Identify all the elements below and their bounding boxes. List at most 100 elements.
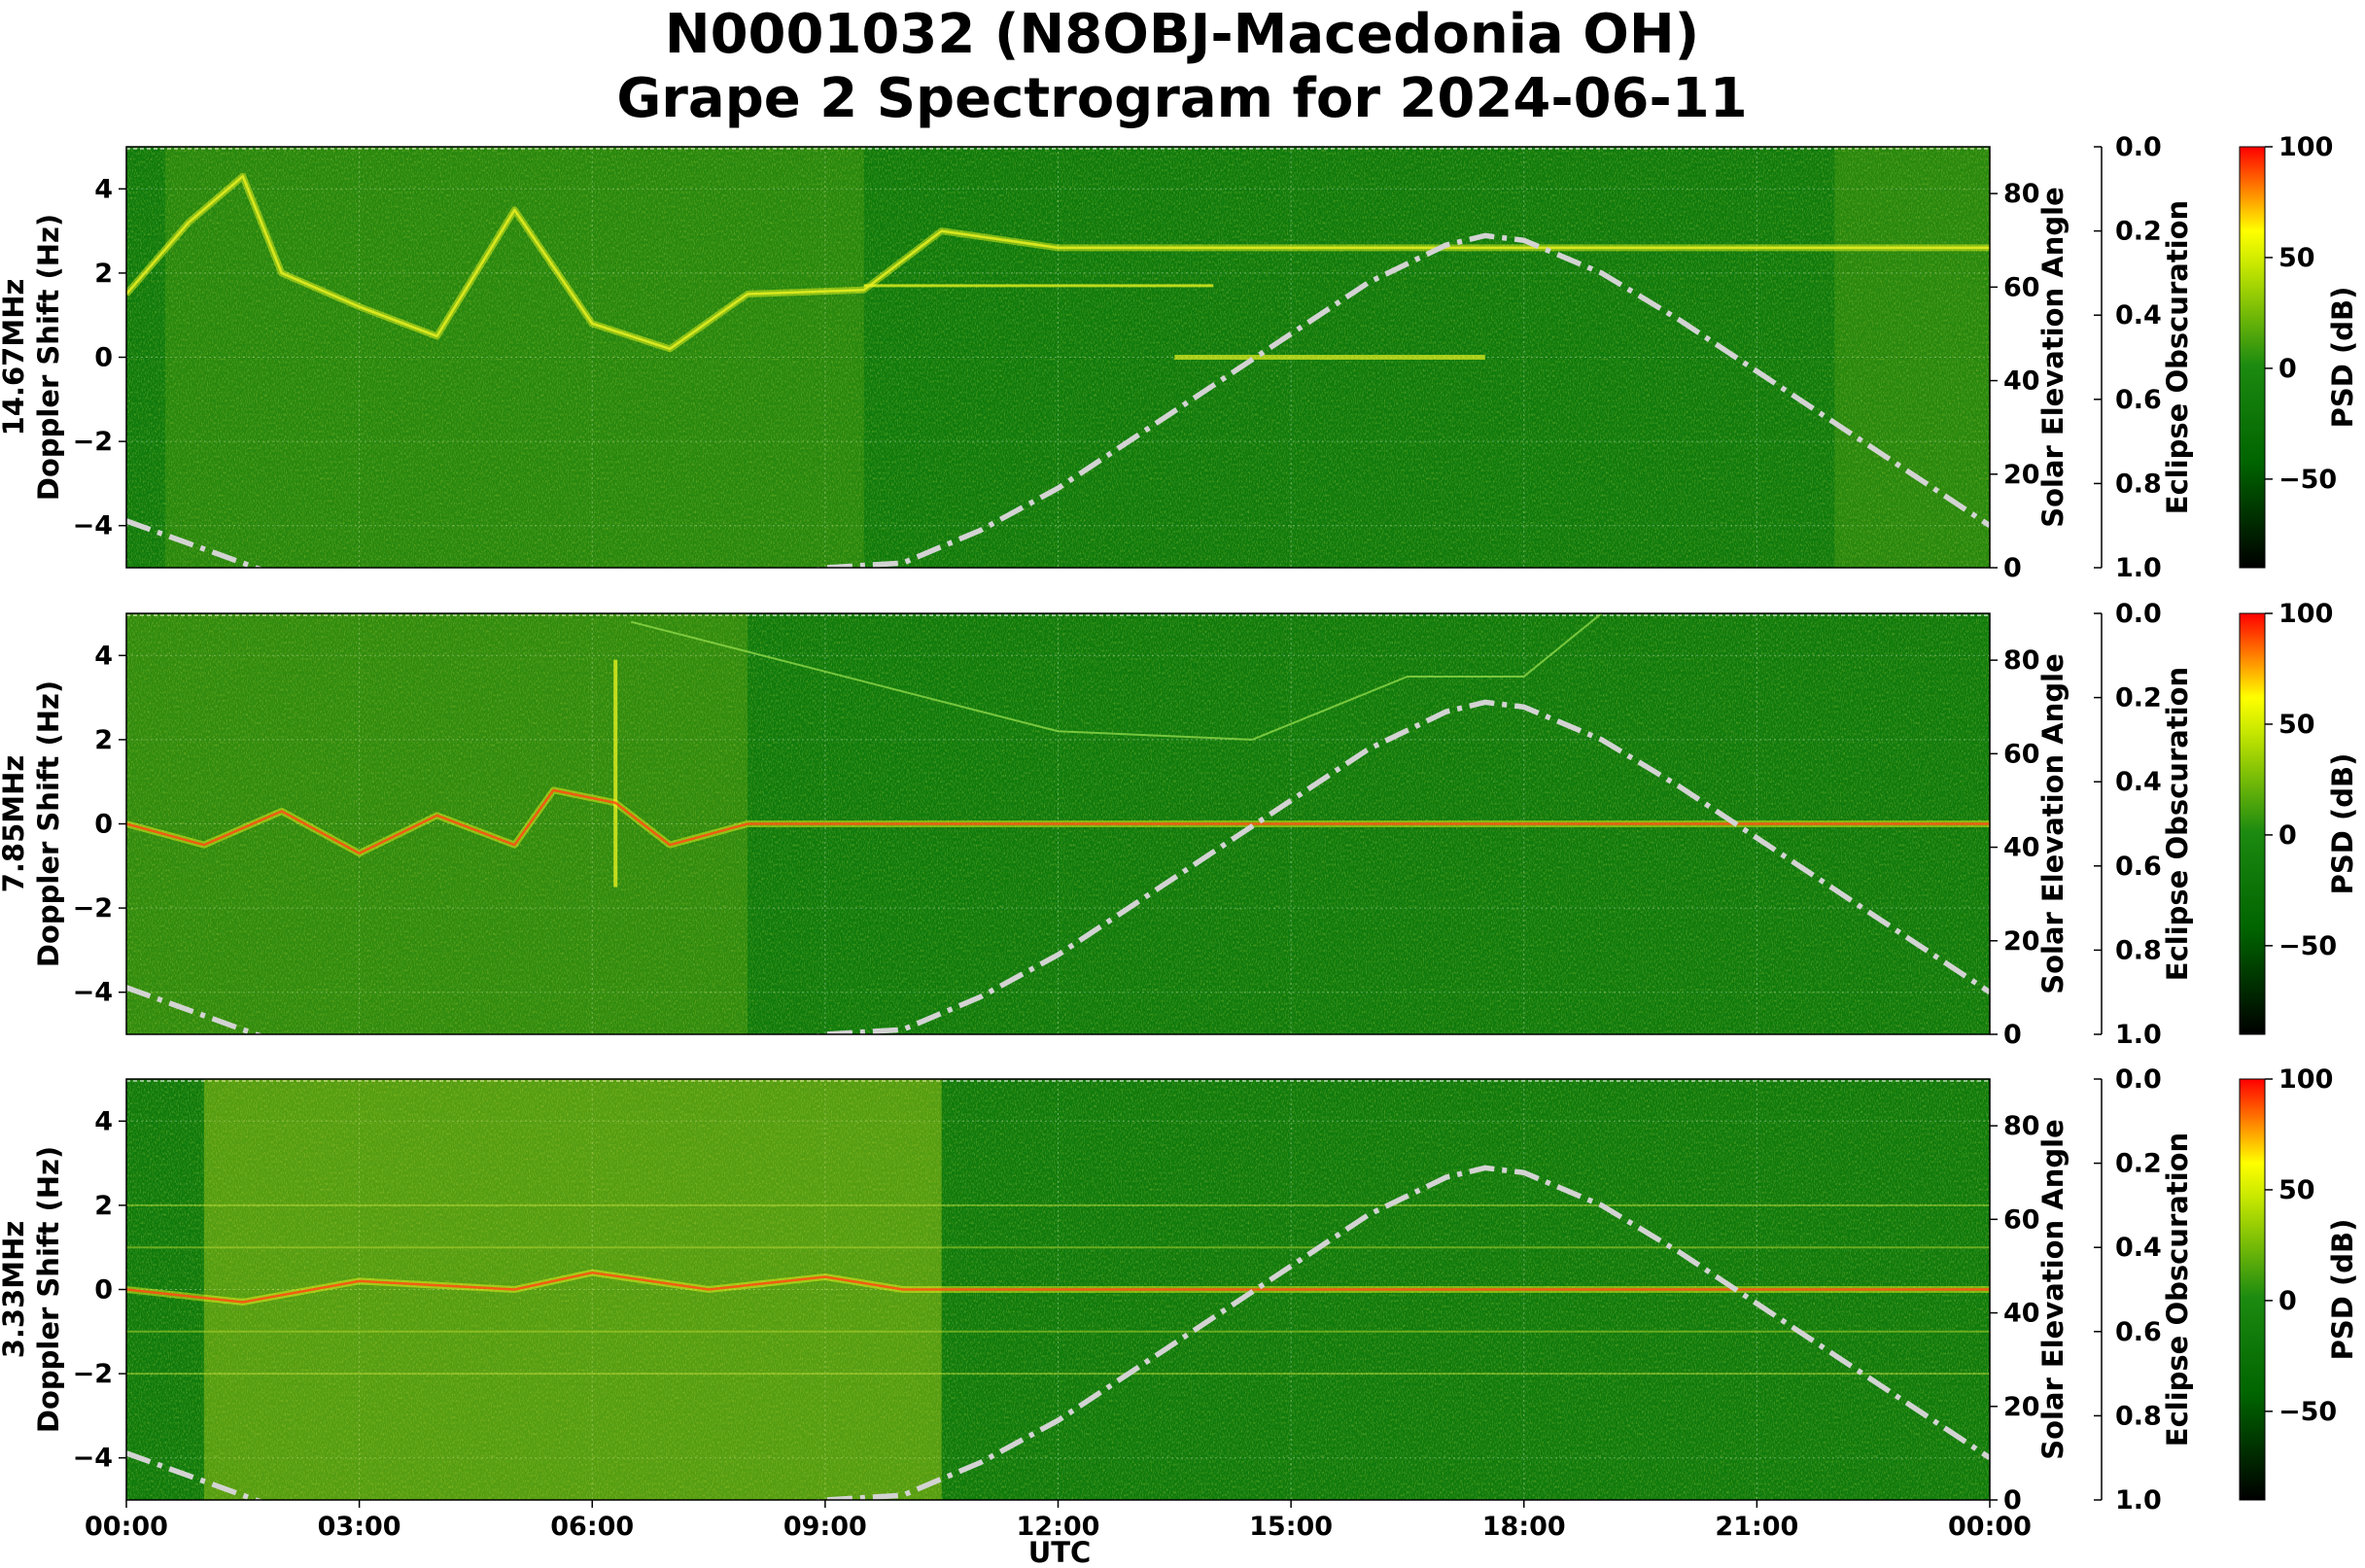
eclipse-tick-label: 0.4 — [2115, 300, 2162, 331]
eclipse-tick-label: 0.8 — [2115, 935, 2162, 965]
psd-tick-label: −50 — [2278, 465, 2337, 495]
panels: 420−2−414.67MHz Doppler Shift (Hz)8060402… — [0, 132, 2359, 1542]
x-tick-label: 09:00 — [783, 1512, 867, 1542]
psd-tick-label: 0 — [2278, 1286, 2297, 1316]
eclipse-tick-label: 0.0 — [2115, 599, 2162, 629]
carrier-trace — [126, 788, 1990, 855]
y-tick-label: 0 — [94, 343, 113, 373]
psd-tick-label: 100 — [2278, 599, 2333, 629]
psd-tick-label: 100 — [2278, 1064, 2333, 1095]
x-tick-label: 00:00 — [85, 1512, 168, 1542]
elevation-tick-label: 60 — [2003, 272, 2040, 302]
y-tick-label: 2 — [94, 259, 113, 289]
psd-tick-label: 50 — [2278, 710, 2315, 740]
eclipse-tick-label: 0.0 — [2115, 1064, 2162, 1095]
psd-axis-label: PSD (dB) — [2326, 1219, 2359, 1361]
y-tick-label: −2 — [73, 427, 113, 457]
elevation-tick-label: 20 — [2003, 460, 2040, 490]
y-tick-label: 0 — [94, 1275, 113, 1306]
y-tick-label: −4 — [73, 1444, 113, 1474]
x-tick-label: 00:00 — [1948, 1512, 2032, 1542]
elevation-tick-label: 80 — [2003, 179, 2040, 209]
eclipse-tick-label: 0.6 — [2115, 852, 2162, 882]
eclipse-tick-label: 0.8 — [2115, 469, 2162, 499]
y-tick-label: −2 — [73, 1359, 113, 1389]
elevation-tick-label: 40 — [2003, 833, 2040, 863]
y-tick-label: −4 — [73, 511, 113, 541]
y-tick-label: 2 — [94, 1191, 113, 1221]
elevation-tick-label: 60 — [2003, 1204, 2040, 1235]
spread-region — [203, 1079, 942, 1500]
x-tick-label: 21:00 — [1715, 1512, 1798, 1542]
y-tick-label: 4 — [94, 174, 113, 204]
y-axis-label: Doppler Shift (Hz) — [32, 680, 65, 967]
spread-region — [126, 613, 748, 1034]
x-tick-label: 15:00 — [1249, 1512, 1333, 1542]
eclipse-axis-label: Eclipse Obscuration — [2161, 200, 2194, 514]
carrier-trace — [126, 175, 1990, 351]
elevation-axis-label: Solar Elevation Angle — [2036, 1119, 2069, 1460]
elevation-tick-label: 0 — [2003, 1020, 2022, 1050]
eclipse-tick-label: 1.0 — [2115, 1020, 2162, 1050]
y-tick-label: −4 — [73, 978, 113, 1008]
elevation-tick-label: 80 — [2003, 645, 2040, 676]
x-axis-label: UTC — [1028, 1536, 1092, 1568]
eclipse-tick-label: 0.8 — [2115, 1401, 2162, 1431]
psd-tick-label: 50 — [2278, 243, 2315, 273]
spectrogram-plot-area — [126, 147, 1990, 568]
psd-colorbar — [2239, 146, 2266, 569]
psd-colorbar — [2239, 1078, 2266, 1501]
spectrogram-plot-area — [126, 613, 1990, 1034]
eclipse-tick-label: 0.0 — [2115, 132, 2162, 162]
x-tick-label: 03:00 — [318, 1512, 401, 1542]
panel-3.33MHz: 420−2−43.33MHz Doppler Shift (Hz)80604020… — [0, 1064, 2359, 1542]
eclipse-tick-label: 1.0 — [2115, 553, 2162, 583]
y-tick-label: 4 — [94, 1106, 113, 1136]
elevation-tick-label: 20 — [2003, 926, 2040, 957]
psd-tick-label: 100 — [2278, 132, 2333, 162]
psd-tick-label: −50 — [2278, 931, 2337, 961]
solar-elevation-curve — [126, 232, 1990, 568]
eclipse-tick-label: 0.6 — [2115, 385, 2162, 415]
spectrogram-noise — [126, 147, 1990, 568]
eclipse-axis-label: Eclipse Obscuration — [2161, 667, 2194, 981]
band-label: 14.67MHz — [0, 279, 30, 436]
elevation-axis-label: Solar Elevation Angle — [2036, 187, 2069, 528]
y-tick-label: −2 — [73, 893, 113, 923]
spread-region — [164, 147, 864, 568]
carrier-trace — [126, 1271, 1990, 1304]
panel-14.67MHz: 420−2−414.67MHz Doppler Shift (Hz)8060402… — [0, 132, 2359, 583]
y-axis-label: Doppler Shift (Hz) — [32, 1146, 65, 1433]
panel-7.85MHz: 420−2−47.85MHz Doppler Shift (Hz)80604020… — [0, 599, 2359, 1050]
elevation-tick-label: 80 — [2003, 1111, 2040, 1141]
psd-colorbar — [2239, 612, 2266, 1035]
eclipse-axis-label: Eclipse Obscuration — [2161, 1132, 2194, 1446]
solar-elevation-curve — [126, 1165, 1990, 1500]
eclipse-tick-label: 1.0 — [2115, 1485, 2162, 1516]
band-label: 7.85MHz — [0, 755, 30, 893]
elevation-tick-label: 0 — [2003, 553, 2022, 583]
eclipse-tick-label: 0.6 — [2115, 1317, 2162, 1347]
elevation-tick-label: 40 — [2003, 366, 2040, 397]
figure-title: N0001032 (N8OBJ-Macedonia OH) — [665, 3, 1700, 66]
elevation-tick-label: 20 — [2003, 1392, 2040, 1422]
eclipse-tick-label: 0.4 — [2115, 1233, 2162, 1263]
elevation-tick-label: 60 — [2003, 739, 2040, 769]
psd-tick-label: 50 — [2278, 1175, 2315, 1205]
elevation-tick-label: 0 — [2003, 1485, 2022, 1516]
elevation-tick-label: 40 — [2003, 1299, 2040, 1329]
eclipse-tick-label: 0.2 — [2115, 217, 2162, 247]
x-tick-label: 06:00 — [550, 1512, 634, 1542]
x-tick-label: 12:00 — [1017, 1512, 1100, 1542]
y-tick-label: 0 — [94, 810, 113, 840]
x-tick-label: 18:00 — [1482, 1512, 1566, 1542]
y-tick-label: 4 — [94, 641, 113, 671]
eclipse-tick-label: 0.2 — [2115, 683, 2162, 714]
y-axis-label: Doppler Shift (Hz) — [32, 214, 65, 501]
psd-axis-label: PSD (dB) — [2326, 753, 2359, 895]
band-label: 3.33MHz — [0, 1221, 30, 1359]
psd-tick-label: −50 — [2278, 1397, 2337, 1427]
psd-axis-label: PSD (dB) — [2326, 287, 2359, 429]
psd-tick-label: 0 — [2278, 820, 2297, 851]
y-tick-label: 2 — [94, 725, 113, 755]
